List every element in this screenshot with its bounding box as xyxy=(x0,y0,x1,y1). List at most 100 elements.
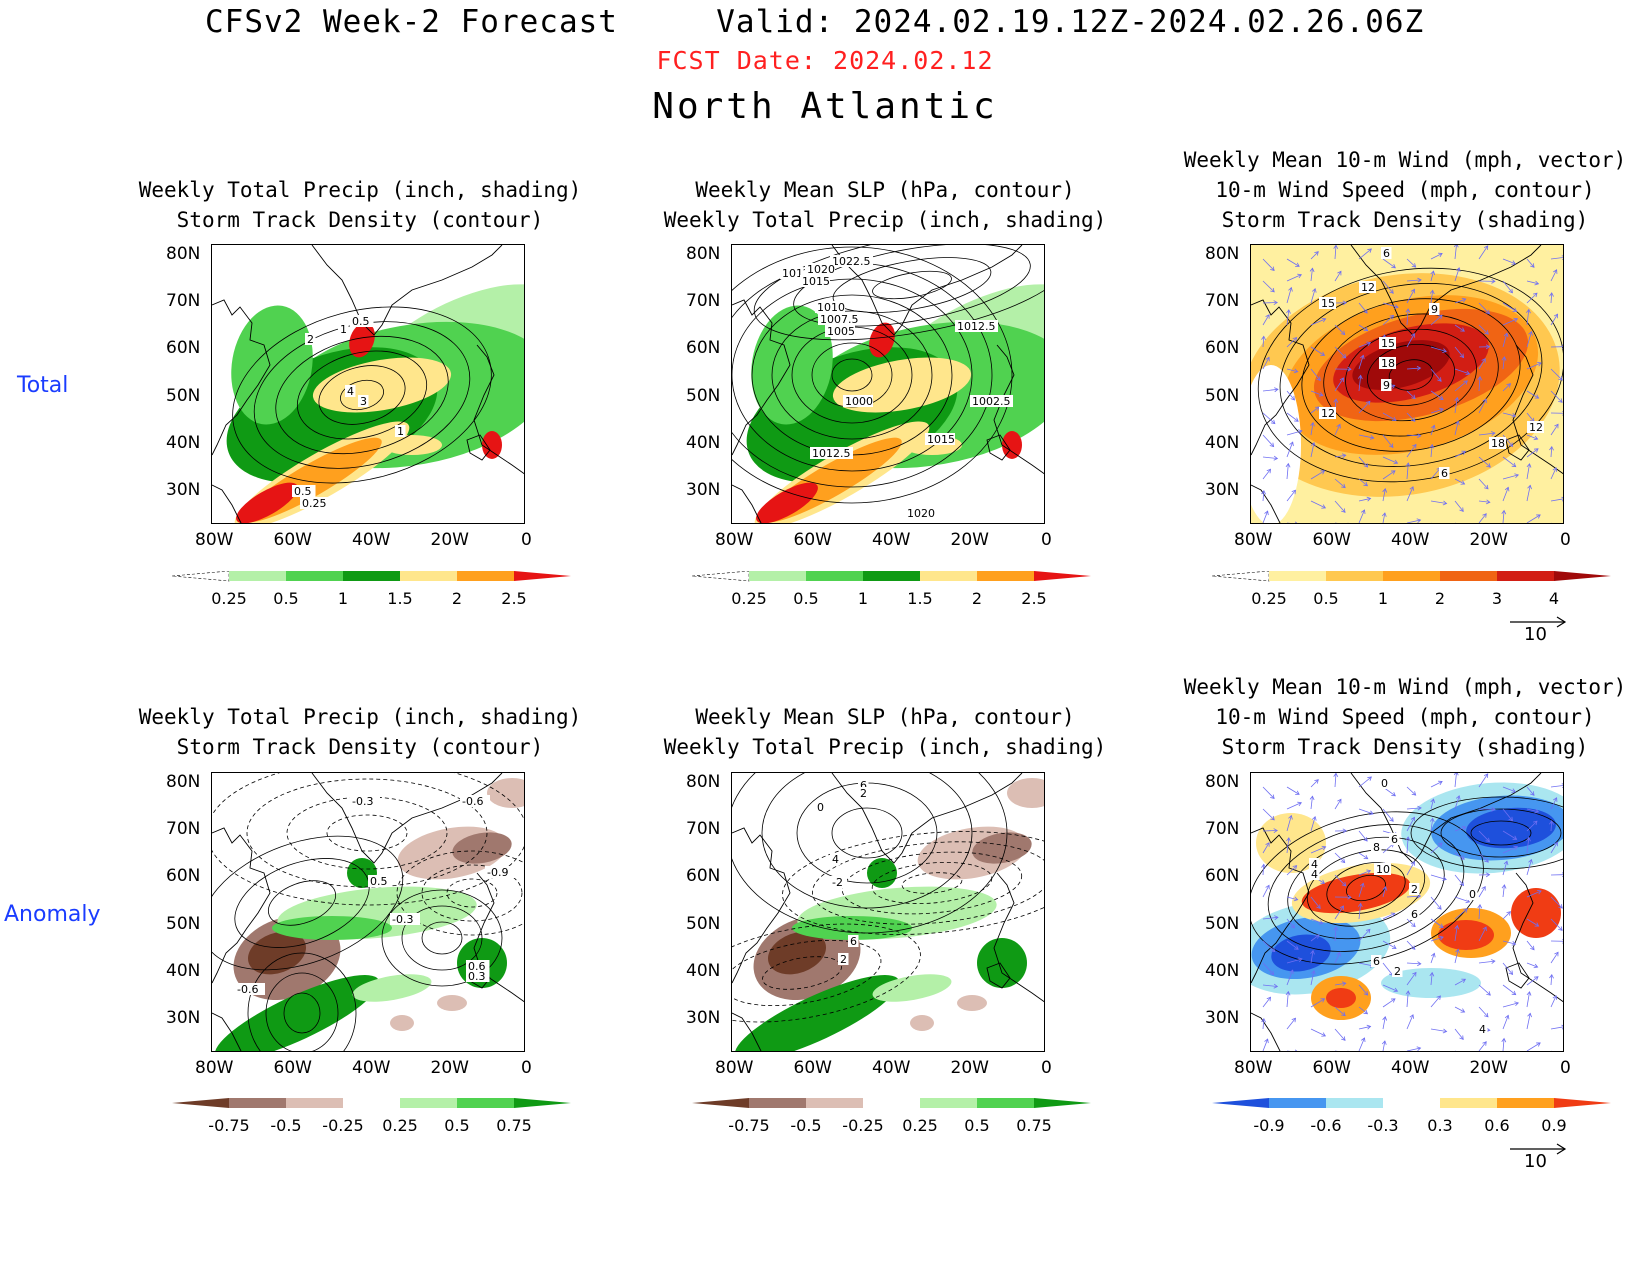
contour-label-bg xyxy=(905,507,935,519)
wind-vector xyxy=(1430,444,1433,458)
wind-vector-head xyxy=(1321,317,1327,323)
wind-vector xyxy=(1358,434,1374,439)
wind-vector xyxy=(1262,808,1275,821)
wind-vector xyxy=(1358,498,1371,502)
wind-vector-head xyxy=(1270,266,1275,272)
contour-label-bg xyxy=(818,313,861,325)
wind-vector xyxy=(1502,846,1518,854)
wind-vector-head xyxy=(1429,971,1435,977)
wind-vector xyxy=(1430,425,1435,436)
map-anom-precip: -0.3 -0.6 -0.9 0.5 -0.3 0.6 0.3 -0.6 xyxy=(211,772,525,1052)
wind-vector xyxy=(1550,446,1553,458)
wind-vector-head xyxy=(1405,836,1411,841)
wind-vector xyxy=(1502,984,1516,995)
contour-label-bg xyxy=(338,323,349,335)
wind-vector xyxy=(1262,469,1271,480)
wind-vector-head xyxy=(1526,463,1532,468)
shading-area xyxy=(247,931,307,975)
contour-label: 1020 xyxy=(907,507,935,520)
map-anom-wind: 0 6 8 4 4 10 2 0 6 6 2 4 xyxy=(1250,772,1564,1052)
wind-vector xyxy=(1262,412,1276,424)
lat-tick-label: 30N xyxy=(1205,1008,1240,1028)
lat-tick-label: 50N xyxy=(1205,385,1240,406)
wind-vector-head xyxy=(1410,288,1416,294)
contour-label-bg xyxy=(815,301,845,313)
wind-vector-head xyxy=(1265,884,1270,890)
contour-label-bg xyxy=(1309,858,1320,870)
wind-vector-head xyxy=(1534,922,1540,927)
wind-vector-head xyxy=(1366,496,1372,502)
wind-vector xyxy=(1310,442,1315,458)
wind-vector-head xyxy=(1265,842,1270,847)
wind-vector-head xyxy=(1508,442,1514,447)
wind-vector-head xyxy=(1341,453,1347,459)
lat-tick-label: 70N xyxy=(1205,291,1240,312)
lon-tick-label: 20W xyxy=(1469,530,1508,550)
colorbar-segment xyxy=(1269,1098,1326,1108)
wind-vector-head xyxy=(1320,470,1326,475)
wind-vector-head xyxy=(1465,370,1471,376)
wind-vector-head xyxy=(1503,860,1509,866)
lat-tick-label: 60N xyxy=(686,866,721,887)
contour-label-bg xyxy=(1409,883,1420,895)
colorbar-segment xyxy=(514,571,571,581)
lat-tick-label: 30N xyxy=(1205,480,1240,500)
wind-vector xyxy=(1406,463,1409,480)
wind-vector-head xyxy=(1485,344,1491,350)
wind-vector-head xyxy=(1417,805,1422,811)
wind-vector xyxy=(1502,1015,1509,1030)
contour-label: 1010 xyxy=(817,301,845,314)
wind-vector-head xyxy=(1437,905,1442,910)
wind-vector xyxy=(1550,368,1563,381)
shading-area xyxy=(767,931,827,975)
wind-vector xyxy=(1550,797,1557,810)
wind-vector-head xyxy=(1460,480,1466,485)
storm-anomaly-shading xyxy=(1251,782,1563,1020)
panel-title-total-wind: Weekly Mean 10-m Wind (mph, vector) 10-m… xyxy=(1183,148,1627,232)
colorbar-segment xyxy=(920,1098,977,1108)
colorbar-segment xyxy=(286,1098,343,1108)
wind-vector-head xyxy=(1528,858,1533,864)
contour-label-bg xyxy=(235,983,265,995)
wind-vector xyxy=(1310,346,1325,356)
wind-vector-head xyxy=(1290,395,1295,401)
colorbar-segment xyxy=(1497,571,1554,581)
wind-vector xyxy=(1358,929,1371,942)
colorbar-tick-label: 2.5 xyxy=(501,589,527,608)
contour-label-bg xyxy=(1429,303,1440,315)
colorbar-tick-label: -0.9 xyxy=(1253,1116,1285,1135)
wind-vector xyxy=(1286,940,1299,950)
contour-label: 1007.5 xyxy=(820,313,859,326)
wind-vector xyxy=(1406,367,1421,370)
lon-tick-label: 80W xyxy=(1234,530,1273,550)
wind-vector-head xyxy=(1294,521,1298,523)
wind-vector-head xyxy=(1561,1024,1563,1030)
colorbar-total-storm: 0.25 0.5 1 2 3 4 xyxy=(1211,570,1631,609)
wind-vector xyxy=(1431,1050,1432,1051)
wind-vector-head xyxy=(1311,441,1316,447)
wind-vector xyxy=(1430,314,1443,326)
wind-vector-head xyxy=(1390,912,1396,917)
wind-vector-head xyxy=(1481,885,1486,891)
wind-vector-head xyxy=(1363,309,1368,314)
wind-vector xyxy=(1358,984,1368,996)
wind-vector-head xyxy=(1561,496,1563,502)
wind-vector-head xyxy=(1342,300,1348,306)
contour-label: 1 xyxy=(397,425,404,438)
wind-vector-head xyxy=(1482,513,1487,518)
contour-label-bg xyxy=(1379,357,1396,369)
colorbar-tick-label: 1 xyxy=(1377,589,1389,608)
wind-vector xyxy=(1455,1050,1456,1051)
colorbar-segment xyxy=(749,1098,806,1108)
wind-vector-head xyxy=(1537,362,1542,367)
wind-vector-head xyxy=(1527,1012,1532,1018)
wind-vector-head xyxy=(1439,395,1444,400)
wind-vector xyxy=(1406,519,1421,523)
lat-tick-label: 50N xyxy=(166,385,201,406)
wind-vector-head xyxy=(1273,455,1279,461)
panel-title-anom-wind: Weekly Mean 10-m Wind (mph, vector) 10-m… xyxy=(1183,675,1627,759)
wind-vector xyxy=(1335,1050,1338,1051)
wind-vector-head xyxy=(1381,512,1387,517)
wind-vector xyxy=(1430,253,1443,260)
wind-vector xyxy=(1382,315,1394,326)
